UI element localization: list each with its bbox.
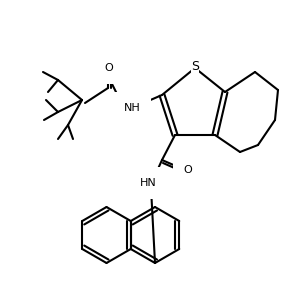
Text: O: O — [105, 63, 113, 73]
Text: S: S — [191, 60, 199, 73]
Text: NH: NH — [123, 103, 140, 113]
Text: O: O — [184, 165, 192, 175]
Text: HN: HN — [140, 178, 156, 188]
